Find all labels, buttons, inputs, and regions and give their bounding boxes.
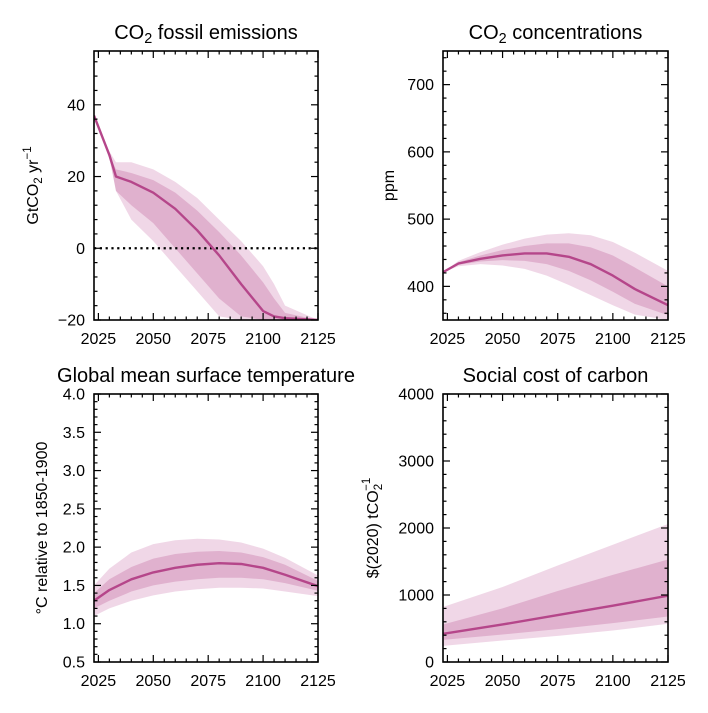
x-tick-label: 2100 — [595, 673, 631, 690]
y-tick-label: 1000 — [398, 588, 434, 605]
chart-title: Global mean surface temperature — [57, 365, 355, 387]
y-tick-label: 20 — [67, 169, 85, 186]
y-tick-label: 0 — [425, 655, 434, 672]
plot-area — [94, 115, 318, 320]
outer-band — [94, 115, 318, 320]
ylabel-subscript: 2 — [373, 484, 385, 490]
inner-band — [94, 550, 318, 609]
tick-marks — [443, 51, 669, 320]
ylabel-superscript: −1 — [22, 146, 34, 159]
y-tick-label: 1.0 — [63, 616, 85, 633]
y-tick-label: 3.5 — [63, 425, 85, 442]
x-tick-label: 2075 — [540, 331, 576, 348]
y-tick-label: 400 — [407, 279, 434, 296]
ylabel-main: $(2020) tCO — [365, 490, 382, 578]
outer-band — [443, 523, 668, 646]
chart-panel-3: 2025 2050 2075 2100 2125 0.5 1.0 1.5 2.0 2.5 3.0 3.… — [34, 365, 355, 690]
chart-panel-2: 2025 2050 2075 2100 2125 400 500 600 700 CO2 conc… — [381, 22, 686, 348]
title-rest: fossil emissions — [152, 22, 298, 44]
chart-title: Social cost of carbon — [463, 365, 649, 387]
y-axis-label: GtCO2 yr−1 — [22, 146, 45, 224]
x-tick-label: 2125 — [650, 331, 686, 348]
plot-area — [94, 538, 318, 617]
plot-area — [443, 233, 668, 320]
x-tick-label: 2100 — [245, 331, 281, 348]
y-tick-label: 1.5 — [63, 578, 85, 595]
inner-band — [443, 243, 668, 316]
x-tick-label: 2025 — [81, 331, 117, 348]
outer-band — [94, 538, 318, 617]
y-axis-label: $(2020) tCO2−1 — [361, 478, 385, 579]
y-tick-label: 600 — [407, 144, 434, 161]
x-tick-label: 2025 — [81, 673, 117, 690]
y-tick-label: 700 — [407, 77, 434, 94]
y-tick-label: 4000 — [398, 387, 434, 404]
y-tick-label: 0.5 — [63, 655, 85, 672]
y-tick-label: 500 — [407, 212, 434, 229]
median-line — [94, 562, 318, 602]
ylabel-main: ppm — [381, 170, 398, 201]
plot-area — [443, 523, 668, 646]
median-line — [94, 115, 318, 320]
x-tick-label: 2100 — [245, 673, 281, 690]
ylabel-rest: yr — [25, 159, 42, 177]
axes-frame — [442, 50, 669, 321]
title-main: Social cost of carbon — [463, 365, 649, 387]
chart-title: CO2 concentrations — [469, 22, 643, 47]
x-tick-label: 2075 — [540, 673, 576, 690]
x-tick-label: 2075 — [190, 673, 226, 690]
tick-marks — [94, 393, 319, 663]
ylabel-superscript: −1 — [361, 478, 373, 491]
chart-title: CO2 fossil emissions — [114, 22, 298, 47]
title-main: CO — [114, 22, 144, 44]
median-line — [443, 252, 668, 307]
inner-band — [443, 559, 668, 640]
x-tick-label: 2050 — [485, 673, 521, 690]
inner-band — [94, 115, 318, 320]
y-tick-label: −20 — [58, 313, 85, 330]
y-tick-label: 3.0 — [63, 463, 85, 480]
x-tick-label: 2100 — [595, 331, 631, 348]
y-tick-label: 2.5 — [63, 501, 85, 518]
title-subscript: 2 — [499, 31, 507, 47]
title-main: CO — [469, 22, 499, 44]
x-tick-label: 2075 — [190, 331, 226, 348]
ylabel-subscript: 2 — [33, 177, 45, 183]
title-subscript: 2 — [144, 31, 152, 47]
axes-frame — [93, 393, 319, 663]
ylabel-main: °C relative to 1850-1900 — [34, 442, 51, 615]
x-tick-label: 2050 — [485, 331, 521, 348]
chart-panel-4: 2025 2050 2075 2100 2125 0 1000 2000 3000 4000 Soc… — [361, 365, 686, 690]
x-tick-label: 2050 — [135, 673, 171, 690]
y-tick-label: 4.0 — [63, 387, 85, 404]
y-tick-label: 2000 — [398, 521, 434, 538]
x-tick-label: 2125 — [650, 673, 686, 690]
axes-frame — [93, 50, 319, 321]
y-axis-label: ppm — [381, 170, 398, 201]
y-tick-label: 3000 — [398, 454, 434, 471]
y-tick-label: 2.0 — [63, 540, 85, 557]
y-tick-label: 0 — [76, 241, 85, 258]
title-rest: concentrations — [507, 22, 643, 44]
x-tick-label: 2050 — [135, 331, 171, 348]
x-tick-label: 2125 — [300, 331, 336, 348]
x-tick-label: 2025 — [430, 673, 466, 690]
y-tick-label: 40 — [67, 97, 85, 114]
tick-marks — [443, 393, 669, 663]
y-axis-label: °C relative to 1850-1900 — [34, 442, 51, 615]
title-main: Global mean surface temperature — [57, 365, 355, 387]
tick-marks — [94, 51, 319, 321]
ylabel-main: GtCO — [25, 184, 42, 225]
median-line — [443, 594, 668, 636]
x-tick-label: 2025 — [430, 331, 466, 348]
x-tick-label: 2125 — [300, 673, 336, 690]
